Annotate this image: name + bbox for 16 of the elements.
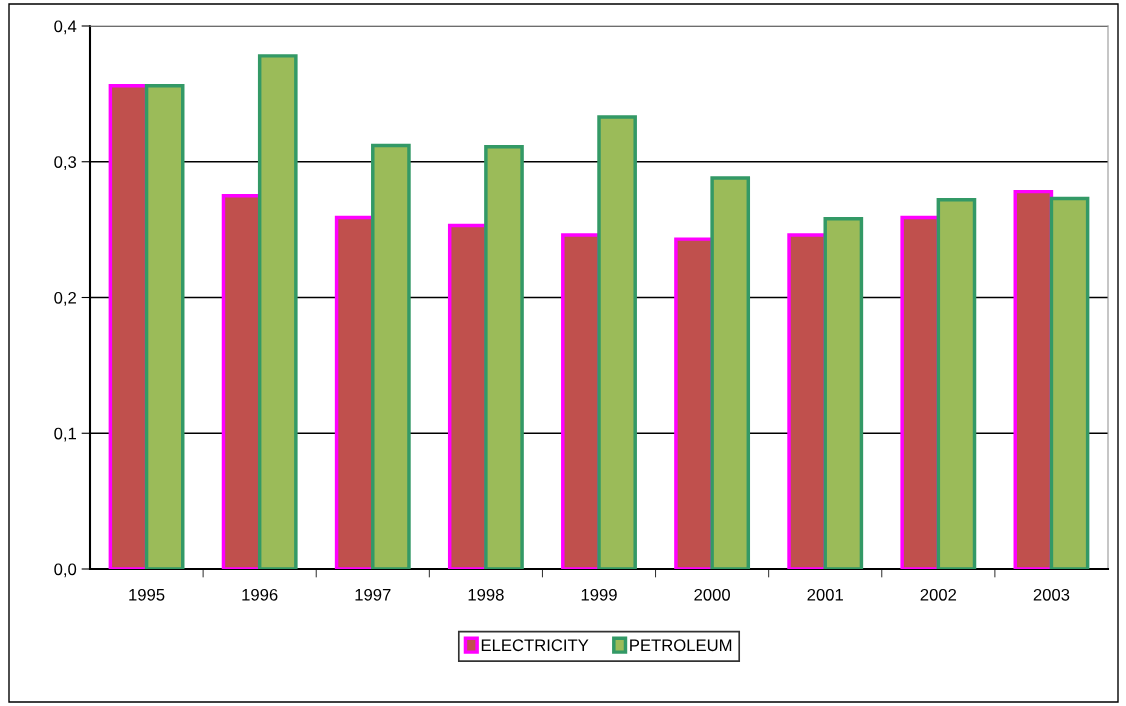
x-tick-label: 2000 [694, 588, 730, 601]
legend-label: PETROLEUM [630, 639, 732, 652]
x-tick-label: 2003 [1033, 588, 1070, 601]
x-tick-label: 2002 [920, 588, 957, 601]
x-tick-label: 1999 [581, 588, 617, 601]
x-tick-label: 1998 [468, 588, 504, 601]
y-tick-label: 0,0 [54, 563, 77, 578]
y-tick-label: 0,2 [54, 291, 76, 306]
legend-label: ELECTRICITY [481, 639, 589, 652]
x-tick-label: 1997 [355, 588, 391, 601]
x-tick-label: 1995 [129, 588, 165, 601]
y-tick-label: 0,1 [54, 427, 76, 442]
y-tick-label: 0,3 [54, 156, 77, 170]
y-tick-label: 0,4 [54, 20, 77, 35]
x-tick-label: 1996 [242, 588, 278, 601]
x-tick-label: 2001 [807, 588, 843, 601]
